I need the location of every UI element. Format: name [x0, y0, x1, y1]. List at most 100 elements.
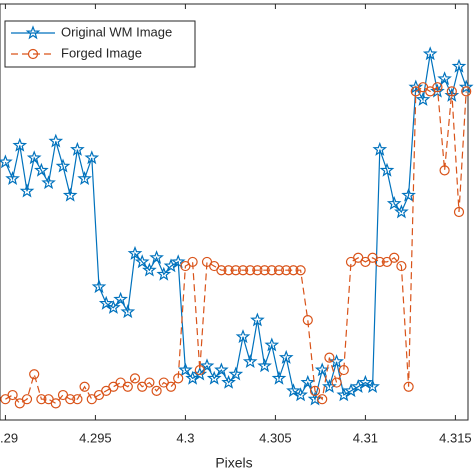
circle-marker — [295, 265, 306, 276]
circle-marker — [439, 165, 450, 176]
circle-marker — [338, 364, 349, 376]
star-marker — [84, 150, 100, 165]
star-marker — [120, 304, 136, 319]
circle-marker — [317, 394, 328, 405]
series-line — [5, 86, 467, 405]
star-marker — [300, 374, 316, 389]
star-marker — [329, 354, 344, 368]
star-marker — [170, 254, 186, 269]
star-marker — [214, 362, 229, 377]
star-marker — [264, 337, 280, 352]
star-marker — [91, 279, 107, 294]
star-marker — [314, 362, 330, 377]
star-marker — [5, 170, 20, 186]
legend-label: Original WM Image — [61, 24, 172, 39]
star-marker — [178, 362, 193, 377]
star-marker — [415, 92, 431, 106]
star-marker — [250, 312, 265, 327]
star-marker — [106, 300, 121, 314]
circle-marker — [245, 265, 256, 276]
circle-marker — [237, 265, 249, 276]
star-marker — [307, 391, 323, 406]
circle-marker — [288, 265, 299, 276]
star-marker — [134, 254, 150, 269]
circle-marker — [309, 385, 321, 396]
circle-marker — [7, 389, 18, 401]
star-marker — [235, 329, 251, 344]
circle-marker — [230, 265, 241, 276]
circle-marker — [252, 265, 263, 276]
x-tick-label: 4.315 — [439, 430, 472, 445]
circle-marker — [223, 265, 234, 276]
x-tick-label: 4.305 — [259, 430, 292, 445]
circle-marker — [331, 377, 342, 388]
x-tick-label: 4.295 — [79, 430, 112, 445]
star-marker — [379, 162, 395, 177]
x-tick-label: 4.29 — [0, 430, 18, 445]
star-marker — [70, 141, 85, 156]
star-marker — [451, 58, 467, 73]
star-marker — [26, 150, 42, 165]
star-marker — [149, 250, 164, 264]
star-marker — [48, 133, 64, 148]
star-marker — [221, 374, 236, 389]
x-axis-label: Pixels — [215, 455, 252, 471]
circle-marker — [65, 394, 76, 405]
star-marker — [199, 358, 215, 373]
circle-marker — [144, 377, 155, 388]
star-marker — [77, 170, 92, 186]
star-marker — [127, 245, 143, 260]
star-marker — [278, 349, 294, 364]
circle-marker — [259, 265, 270, 276]
star-marker — [322, 378, 337, 394]
circle-marker — [302, 315, 313, 326]
circle-marker — [122, 381, 133, 392]
circle-marker — [27, 48, 39, 60]
circle-marker — [389, 252, 400, 263]
circle-marker — [36, 394, 47, 405]
circle-marker — [396, 260, 407, 272]
star-marker — [286, 383, 301, 398]
legend: Original WM Image Forged Image — [4, 20, 196, 68]
star-marker — [408, 79, 424, 94]
circle-marker — [72, 394, 83, 405]
star-marker — [25, 25, 41, 40]
circle-marker — [187, 256, 198, 268]
star-marker — [34, 162, 49, 177]
star-marker — [55, 158, 71, 173]
star-marker — [242, 354, 258, 368]
star-marker — [113, 291, 128, 306]
star-marker — [62, 187, 78, 202]
star-marker — [372, 141, 388, 156]
star-marker — [365, 378, 380, 394]
circle-marker — [151, 385, 162, 396]
star-marker — [257, 358, 272, 373]
circle-marker — [21, 394, 33, 405]
circle-marker — [281, 265, 292, 276]
star-marker — [156, 266, 172, 281]
circle-marker — [446, 86, 457, 97]
star-marker — [228, 366, 244, 381]
circle-marker — [216, 265, 227, 276]
x-tick-label: 4.3 — [176, 430, 194, 445]
plot-frame — [0, 3, 469, 421]
legend-label: Forged Image — [61, 45, 142, 60]
circle-marker — [453, 206, 465, 218]
circle-marker — [173, 373, 184, 384]
star-marker — [98, 295, 114, 310]
star-marker — [206, 370, 222, 385]
star-marker — [41, 175, 56, 190]
star-marker — [12, 137, 28, 152]
star-marker — [458, 79, 474, 94]
circle-marker — [324, 352, 335, 363]
star-marker — [293, 387, 308, 402]
x-tick-label: 4.31 — [353, 430, 378, 445]
series-line — [4, 53, 467, 402]
circle-marker — [403, 381, 414, 392]
star-marker — [0, 154, 13, 169]
star-marker — [271, 370, 287, 385]
circle-marker — [194, 364, 205, 376]
star-marker — [437, 71, 452, 86]
star-marker — [394, 204, 409, 219]
